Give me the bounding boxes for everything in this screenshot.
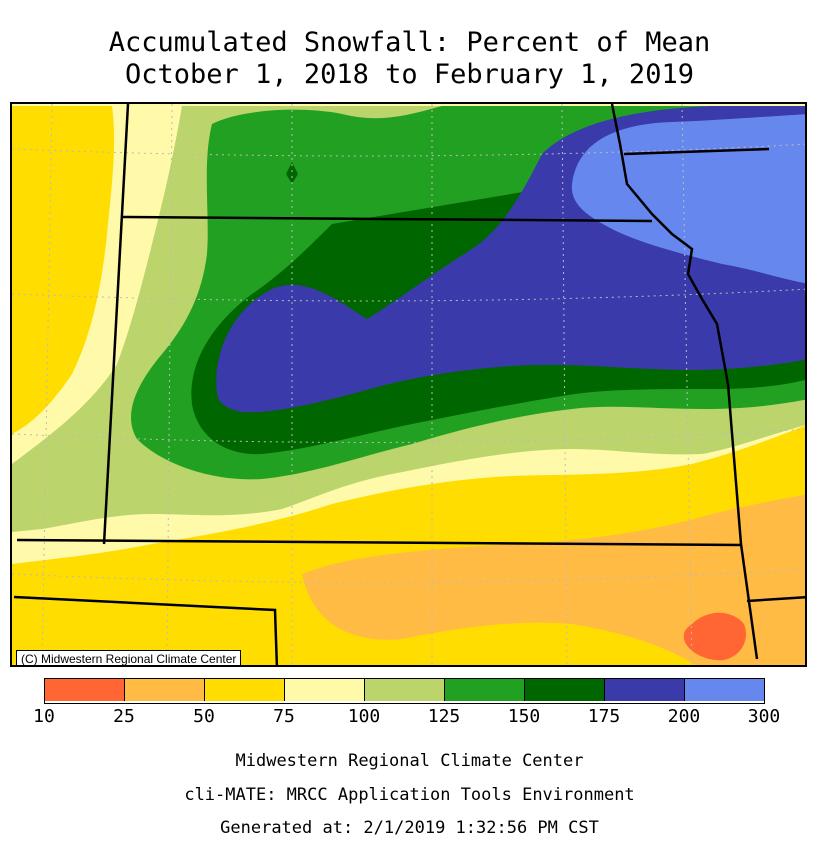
legend-swatch-6 — [525, 679, 605, 701]
graticule — [12, 104, 805, 665]
border-ks-mo-east — [746, 596, 805, 603]
legend-tick-label: 200 — [667, 706, 701, 727]
color-legend — [44, 678, 765, 704]
legend-swatch-1 — [125, 679, 205, 701]
legend-tick-label: 175 — [587, 706, 621, 727]
legend-swatch-7 — [605, 679, 685, 701]
legend-tick-label: 125 — [427, 706, 461, 727]
legend-swatch-2 — [205, 679, 285, 701]
border-sd-ne — [121, 215, 653, 223]
border-wy-ne — [102, 104, 130, 545]
band-200-300 — [571, 114, 805, 284]
map-title-line-1: Accumulated Snowfall: Percent of Mean — [108, 27, 711, 58]
legend-tick-label: 10 — [33, 706, 55, 727]
legend-swatch-8 — [685, 679, 764, 701]
footer-line-3: Generated at: 2/1/2019 1:32:56 PM CST — [220, 818, 599, 838]
legend-swatch-3 — [285, 679, 365, 701]
band-10-25 — [683, 612, 746, 661]
state-boundaries — [13, 104, 805, 665]
border-mo — [726, 383, 759, 660]
border-ks-ok — [13, 595, 279, 665]
legend-tick-label: 25 — [113, 706, 135, 727]
snowfall-map: (C) Midwestern Regional Climate Center — [10, 102, 807, 667]
legend-tick-label: 100 — [347, 706, 381, 727]
footer-line-2: cli-MATE: MRCC Application Tools Environ… — [184, 785, 635, 805]
legend-tick-label: 50 — [193, 706, 215, 727]
border-mn-ia — [623, 147, 770, 156]
band-50-75-west — [12, 106, 115, 434]
legend-tick-label: 150 — [507, 706, 541, 727]
legend-swatch-0 — [45, 679, 125, 701]
map-credit: (C) Midwestern Regional Climate Center — [16, 650, 242, 665]
legend-tick-label: 75 — [273, 706, 295, 727]
border-ne-ks — [16, 538, 743, 547]
legend-swatch-5 — [445, 679, 525, 701]
border-river — [610, 104, 730, 385]
band-150-175-spot — [286, 162, 298, 184]
legend-swatch-4 — [365, 679, 445, 701]
legend-tick-label: 300 — [747, 706, 781, 727]
map-title-line-2: October 1, 2018 to February 1, 2019 — [125, 59, 694, 90]
legend-ticks: 10 25 50 75 100 125 150 175 200 300 — [0, 706, 819, 728]
contour-map-svg — [12, 104, 805, 665]
footer-line-1: Midwestern Regional Climate Center — [235, 751, 584, 771]
